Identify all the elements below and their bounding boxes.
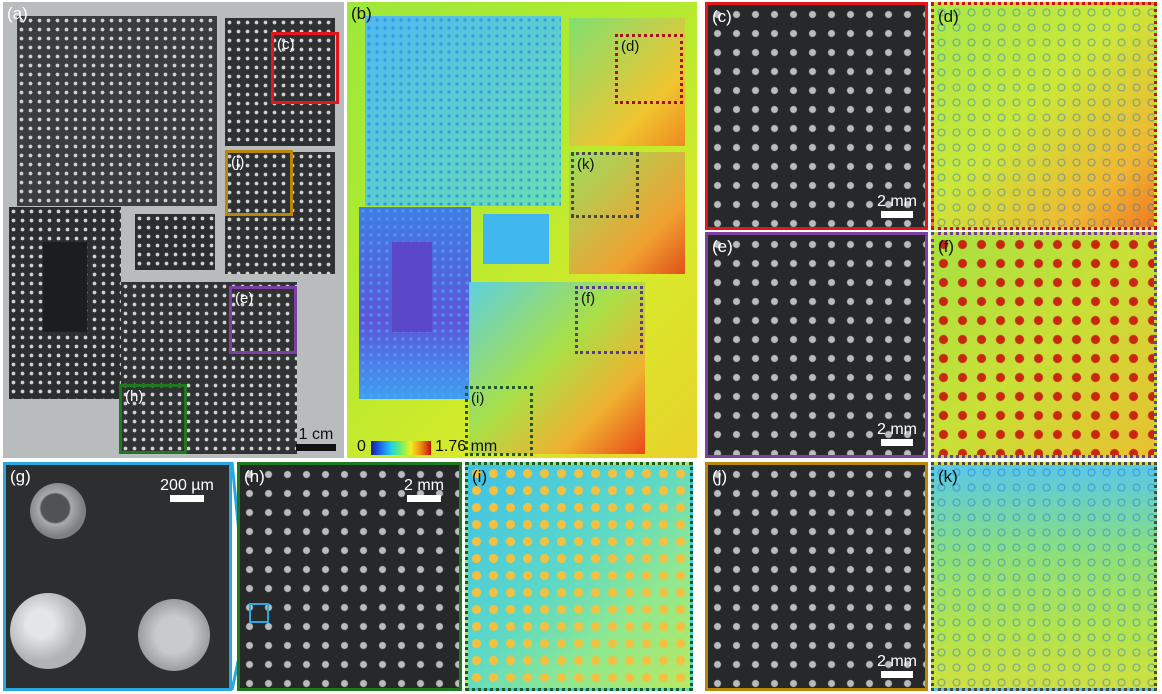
panel-e: (e) 2 mm — [705, 232, 928, 458]
panel-a-photo: (a) (c) (j) (e) (h) 1 cm — [3, 2, 344, 458]
solder-ball-left — [10, 593, 86, 669]
panel-g-scalebar-bar — [170, 495, 204, 502]
panel-a-scalebar-text: 1 cm — [298, 426, 334, 443]
hmap-chip-mid-right — [569, 152, 685, 274]
panel-e-label: (e) — [712, 237, 733, 256]
panel-b-label: (b) — [351, 4, 372, 23]
hmap-chip-top-right — [569, 18, 685, 146]
roi-k: (k) — [571, 152, 639, 218]
chip-die — [43, 242, 87, 332]
panel-h-balls — [240, 465, 459, 688]
panel-g-scalebar: 200 µm — [154, 477, 220, 502]
roi-c: (c) — [271, 32, 339, 104]
panel-i-balls — [468, 465, 690, 688]
panel-h-label: (h) — [244, 467, 265, 486]
panel-e-scalebar-bar — [881, 439, 913, 446]
solder-ball-top — [30, 483, 86, 539]
roi-h-label: (h) — [125, 388, 144, 405]
panel-j-scalebar-bar — [881, 671, 913, 678]
roi-f-label: (f) — [581, 290, 596, 307]
roi-i-label: (i) — [471, 390, 485, 407]
colorbar — [371, 441, 431, 455]
panel-e-scalebar: 2 mm — [870, 421, 924, 446]
roi-e: (e) — [229, 286, 297, 354]
panel-i: (i) — [465, 462, 693, 691]
panel-j-balls — [708, 465, 925, 688]
hmap-chip-large — [365, 16, 561, 206]
chip-small — [135, 214, 215, 270]
roi-h: (h) — [119, 384, 187, 454]
panel-a-scalebar-bar — [296, 444, 336, 451]
panel-c-scalebar: 2 mm — [870, 193, 924, 218]
solder-ball-right — [138, 599, 210, 671]
panel-c: (c) 2 mm — [705, 2, 928, 230]
panel-a-scalebar: 1 cm — [293, 426, 339, 451]
panel-c-scalebar-text: 2 mm — [877, 193, 917, 210]
panel-g-scalebar-text: 200 µm — [160, 477, 214, 494]
panel-k-label: (k) — [938, 467, 958, 486]
panel-d-label: (d) — [938, 7, 959, 26]
roi-d: (d) — [615, 34, 683, 104]
panel-k-balls — [934, 465, 1154, 688]
roi-d-label: (d) — [621, 38, 640, 55]
panel-a-label: (a) — [7, 4, 28, 23]
chip-top-right — [225, 18, 335, 146]
hmap-chip-small — [483, 214, 549, 264]
roi-c-label: (c) — [277, 36, 295, 53]
panel-b-heightmap: (b) (d) (k) (f) (i) 0 1.76 mm — [347, 2, 697, 458]
panel-f: (f) — [931, 232, 1157, 458]
panel-h-roi-g — [249, 603, 269, 623]
panel-d: (d) — [931, 2, 1157, 230]
panel-j-scalebar-text: 2 mm — [877, 653, 917, 670]
colorbar-max: 1.76 mm — [435, 438, 498, 455]
panel-f-label: (f) — [938, 237, 955, 256]
panel-i-label: (i) — [472, 467, 488, 486]
chip-bottom — [121, 282, 297, 454]
panel-e-scalebar-text: 2 mm — [877, 421, 917, 438]
roi-j: (j) — [225, 150, 293, 216]
panel-j-label: (j) — [712, 467, 728, 486]
panel-k: (k) — [931, 462, 1157, 691]
panel-e-balls — [708, 235, 925, 455]
roi-f: (f) — [575, 286, 643, 354]
roi-i: (i) — [465, 386, 533, 456]
panel-g-label: (g) — [10, 467, 31, 486]
panel-d-balls — [934, 5, 1154, 227]
roi-e-label: (e) — [235, 290, 254, 307]
chip-large — [17, 16, 217, 206]
panel-h: (h) 2 mm — [237, 462, 462, 691]
panel-f-balls — [934, 235, 1154, 455]
hmap-chip-bottom — [469, 282, 645, 454]
panel-c-label: (c) — [712, 7, 732, 26]
panel-j: (j) 2 mm — [705, 462, 928, 691]
roi-j-label: (j) — [231, 154, 245, 171]
roi-k-label: (k) — [577, 156, 595, 173]
panel-h-scalebar-bar — [407, 495, 441, 502]
panel-h-scalebar: 2 mm — [396, 477, 452, 502]
panel-j-scalebar: 2 mm — [870, 653, 924, 678]
hmap-die — [392, 242, 432, 332]
panel-c-balls — [708, 5, 925, 227]
panel-g: (g) 200 µm — [3, 462, 232, 691]
panel-c-scalebar-bar — [881, 211, 913, 218]
panel-h-scalebar-text: 2 mm — [404, 477, 444, 494]
colorbar-min: 0 — [357, 438, 366, 455]
